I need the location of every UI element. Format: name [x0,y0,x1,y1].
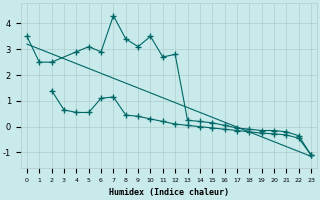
X-axis label: Humidex (Indice chaleur): Humidex (Indice chaleur) [109,188,229,197]
